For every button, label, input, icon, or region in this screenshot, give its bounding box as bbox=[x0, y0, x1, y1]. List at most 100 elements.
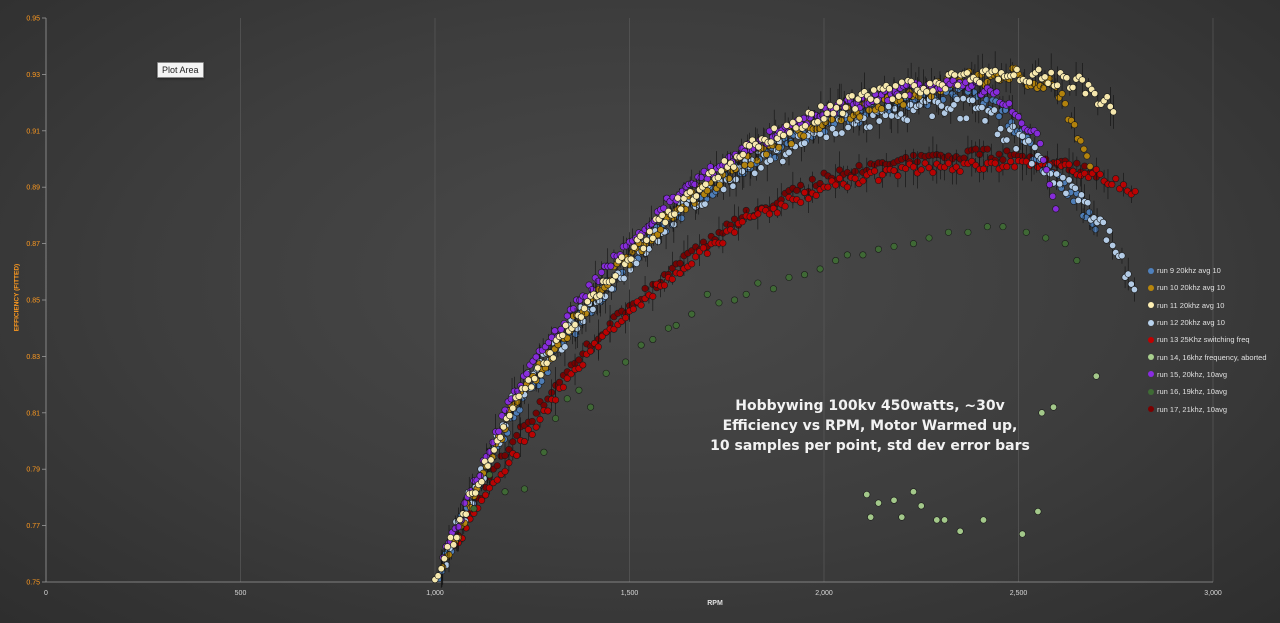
data-point-series-5 bbox=[1050, 403, 1058, 411]
data-point-series-1 bbox=[1058, 90, 1066, 98]
data-point-series-7 bbox=[540, 448, 548, 456]
legend-label: run 10 20khz avg 10 bbox=[1157, 283, 1225, 293]
data-point-series-1 bbox=[762, 150, 770, 158]
data-point-series-4 bbox=[699, 244, 707, 252]
data-point-series-7 bbox=[1022, 228, 1030, 236]
y-tick-label: 0.87 bbox=[26, 241, 40, 248]
data-point-series-4 bbox=[478, 496, 486, 504]
data-point-series-4 bbox=[859, 177, 867, 185]
data-point-series-4 bbox=[485, 484, 493, 492]
data-point-series-1 bbox=[1061, 100, 1069, 108]
data-point-series-3 bbox=[959, 95, 967, 103]
data-point-series-2 bbox=[714, 174, 722, 182]
data-point-series-5 bbox=[941, 516, 949, 524]
data-point-series-2 bbox=[1013, 65, 1021, 73]
data-point-series-3 bbox=[928, 112, 936, 120]
data-point-series-4 bbox=[909, 163, 917, 171]
data-point-series-7 bbox=[520, 485, 528, 493]
x-tick-label: 3,000 bbox=[1204, 590, 1222, 597]
legend-item: run 12 20khz avg 10 bbox=[1148, 314, 1280, 331]
legend-item: run 13 25Khz switching freq bbox=[1148, 331, 1280, 348]
data-point-series-3 bbox=[993, 130, 1001, 138]
data-point-series-7 bbox=[1042, 234, 1050, 242]
legend-marker bbox=[1148, 284, 1154, 291]
data-point-series-3 bbox=[720, 185, 728, 193]
data-point-series-2 bbox=[817, 102, 825, 110]
data-point-series-7 bbox=[769, 285, 777, 293]
data-point-series-6 bbox=[1039, 156, 1047, 164]
data-point-series-0 bbox=[995, 112, 1003, 120]
data-point-series-2 bbox=[509, 404, 517, 412]
data-point-series-2 bbox=[888, 95, 896, 103]
data-point-series-2 bbox=[671, 210, 679, 218]
data-point-series-0 bbox=[516, 406, 524, 414]
y-tick-label: 0.79 bbox=[26, 467, 40, 474]
data-point-series-3 bbox=[589, 305, 597, 313]
data-point-series-2 bbox=[531, 375, 539, 383]
data-point-series-2 bbox=[1069, 83, 1077, 91]
data-point-series-7 bbox=[1073, 257, 1081, 265]
data-point-series-2 bbox=[453, 534, 461, 542]
data-point-series-8 bbox=[793, 186, 801, 194]
data-point-series-3 bbox=[801, 139, 809, 147]
y-tick-label: 0.81 bbox=[26, 410, 40, 417]
data-point-series-6 bbox=[501, 406, 509, 414]
y-tick-label: 0.75 bbox=[26, 580, 40, 587]
data-point-series-7 bbox=[874, 245, 882, 253]
data-point-series-5 bbox=[898, 513, 906, 521]
data-point-series-2 bbox=[745, 142, 753, 150]
data-point-series-6 bbox=[523, 370, 531, 378]
data-point-series-4 bbox=[738, 218, 746, 226]
data-point-series-2 bbox=[1053, 81, 1061, 89]
data-point-series-6 bbox=[476, 472, 484, 480]
data-point-series-3 bbox=[1124, 270, 1132, 278]
data-point-series-4 bbox=[952, 163, 960, 171]
data-point-series-3 bbox=[1078, 191, 1086, 199]
data-point-series-2 bbox=[437, 565, 445, 573]
data-point-series-2 bbox=[487, 456, 495, 464]
data-point-series-6 bbox=[563, 312, 571, 320]
data-point-series-5 bbox=[917, 502, 925, 510]
data-point-series-8 bbox=[501, 452, 509, 460]
data-point-series-4 bbox=[637, 301, 645, 309]
data-point-series-3 bbox=[953, 95, 961, 103]
data-point-series-2 bbox=[1063, 74, 1071, 82]
legend-item: run 11 20khz avg 10 bbox=[1148, 297, 1280, 314]
data-point-series-7 bbox=[664, 324, 672, 332]
data-point-series-7 bbox=[470, 505, 478, 513]
data-point-series-6 bbox=[1046, 181, 1054, 189]
data-point-series-2 bbox=[923, 88, 931, 96]
data-point-series-2 bbox=[643, 236, 651, 244]
data-point-series-4 bbox=[766, 210, 774, 218]
data-point-series-8 bbox=[528, 417, 536, 425]
data-point-series-8 bbox=[797, 181, 805, 189]
data-point-series-4 bbox=[1108, 181, 1116, 189]
data-point-series-4 bbox=[804, 195, 812, 203]
data-point-series-1 bbox=[741, 161, 749, 169]
legend-marker bbox=[1148, 302, 1154, 309]
chart-title-line-1: Hobbywing 100kv 450watts, ~30v bbox=[735, 398, 1005, 414]
data-point-series-4 bbox=[781, 202, 789, 210]
legend-marker bbox=[1148, 354, 1154, 361]
data-point-series-7 bbox=[649, 335, 657, 343]
data-point-series-3 bbox=[1012, 145, 1020, 153]
data-point-series-4 bbox=[1131, 187, 1139, 195]
data-point-series-4 bbox=[559, 383, 567, 391]
data-point-series-7 bbox=[754, 279, 762, 287]
data-point-series-2 bbox=[1103, 93, 1111, 101]
data-point-series-3 bbox=[1084, 199, 1092, 207]
data-point-series-8 bbox=[513, 431, 521, 439]
data-point-series-3 bbox=[844, 123, 852, 131]
data-point-series-6 bbox=[597, 268, 605, 276]
data-point-series-3 bbox=[829, 125, 837, 133]
data-point-series-6 bbox=[1036, 140, 1044, 148]
data-point-series-3 bbox=[732, 175, 740, 183]
data-point-series-4 bbox=[731, 228, 739, 236]
data-point-series-2 bbox=[537, 371, 545, 379]
data-point-series-4 bbox=[587, 347, 595, 355]
data-point-series-4 bbox=[824, 183, 832, 191]
data-point-series-8 bbox=[532, 409, 540, 417]
data-point-series-3 bbox=[962, 114, 970, 122]
